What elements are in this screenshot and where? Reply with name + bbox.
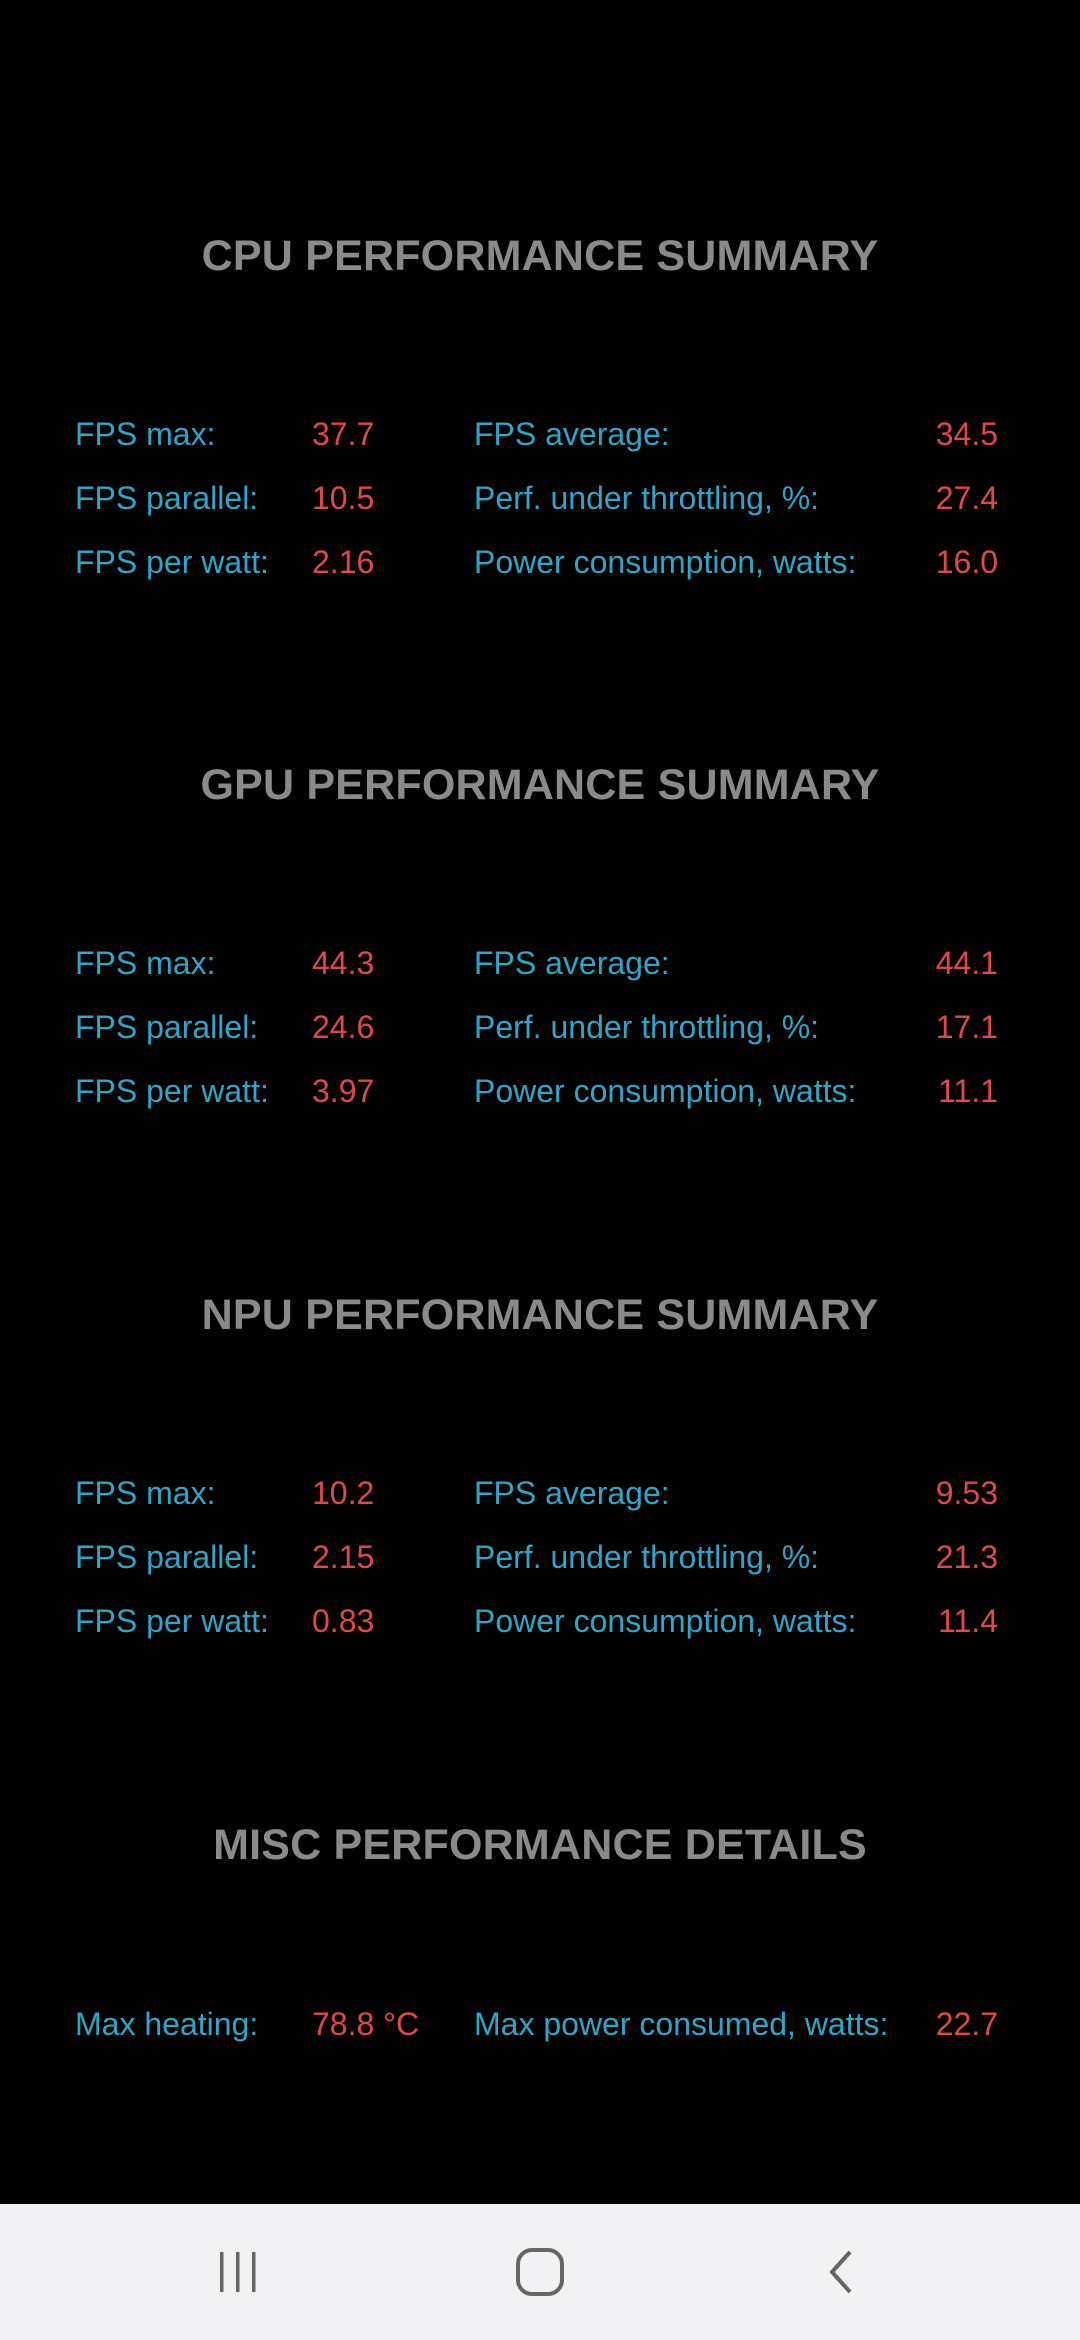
stat-value: 11.1	[938, 1073, 998, 1109]
stat-label: FPS per watt:	[75, 1073, 269, 1109]
stat-row: Max heating: 78.8 °C Max power consumed,…	[0, 1999, 1080, 2049]
system-navigation-bar	[0, 2204, 1080, 2340]
stat-label: FPS average:	[474, 1475, 670, 1511]
stat-label: Perf. under throttling, %:	[474, 1539, 820, 1575]
stat-row: FPS max: 10.2 FPS average: 9.53	[0, 1468, 1080, 1518]
stat-value: 27.4	[935, 480, 998, 516]
stat-value: 11.4	[938, 1603, 998, 1639]
stat-label: Power consumption, watts:	[474, 1073, 857, 1109]
stat-value: 44.3	[312, 945, 375, 981]
stat-value: 17.1	[935, 1009, 998, 1045]
recent-apps-button[interactable]	[158, 2204, 318, 2340]
stat-label: FPS per watt:	[75, 1603, 269, 1639]
recent-apps-icon	[220, 2252, 256, 2292]
stat-label: Power consumption, watts:	[474, 1603, 857, 1639]
stat-label: FPS parallel:	[75, 1009, 259, 1045]
stat-label: Power consumption, watts:	[474, 544, 857, 580]
stat-value: 34.5	[935, 416, 998, 452]
section-title: GPU PERFORMANCE SUMMARY	[200, 761, 880, 809]
stat-row: FPS per watt: 0.83 Power consumption, wa…	[0, 1596, 1080, 1646]
stat-label: FPS parallel:	[75, 480, 259, 516]
back-button[interactable]	[762, 2204, 922, 2340]
stat-row: FPS parallel: 24.6 Perf. under throttlin…	[0, 1002, 1080, 1052]
stat-row: FPS max: 44.3 FPS average: 44.1	[0, 938, 1080, 988]
stat-row: FPS parallel: 2.15 Perf. under throttlin…	[0, 1532, 1080, 1582]
stat-value: 16.0	[935, 544, 998, 580]
stat-label: FPS per watt:	[75, 544, 269, 580]
home-button[interactable]	[460, 2204, 620, 2340]
stat-value: 2.15	[312, 1539, 375, 1575]
stat-value: 10.5	[312, 480, 375, 516]
stat-label: FPS max:	[75, 416, 216, 452]
stat-label: FPS average:	[474, 945, 670, 981]
stat-row: FPS per watt: 3.97 Power consumption, wa…	[0, 1066, 1080, 1116]
section-title: NPU PERFORMANCE SUMMARY	[201, 1291, 879, 1339]
stat-value: 10.2	[312, 1475, 375, 1511]
stat-label: Max power consumed, watts:	[474, 2006, 889, 2042]
stat-label: Perf. under throttling, %:	[474, 1009, 820, 1045]
stat-row: FPS max: 37.7 FPS average: 34.5	[0, 409, 1080, 459]
stat-label: FPS average:	[474, 416, 670, 452]
section-title: CPU PERFORMANCE SUMMARY	[201, 232, 879, 280]
section-title: MISC PERFORMANCE DETAILS	[213, 1821, 867, 1869]
stat-row: FPS per watt: 2.16 Power consumption, wa…	[0, 537, 1080, 587]
stat-value: 37.7	[312, 416, 375, 452]
stat-value: 44.1	[935, 945, 998, 981]
stat-value: 24.6	[312, 1009, 375, 1045]
stat-value: 22.7	[935, 2006, 998, 2042]
stat-label: FPS max:	[75, 1475, 216, 1511]
stat-label: FPS max:	[75, 945, 216, 981]
home-icon	[516, 2248, 564, 2296]
stat-value: 2.16	[312, 544, 375, 580]
back-icon	[829, 2250, 852, 2294]
stat-label: FPS parallel:	[75, 1539, 259, 1575]
stat-label: Max heating:	[75, 2006, 259, 2042]
stat-value: 0.83	[312, 1603, 375, 1639]
stat-value: 21.3	[935, 1539, 998, 1575]
stat-value: 9.53	[935, 1475, 998, 1511]
stat-row: FPS parallel: 10.5 Perf. under throttlin…	[0, 473, 1080, 523]
stat-value: 78.8 °C	[312, 2006, 420, 2042]
stat-value: 3.97	[312, 1073, 375, 1109]
stat-label: Perf. under throttling, %:	[474, 480, 820, 516]
